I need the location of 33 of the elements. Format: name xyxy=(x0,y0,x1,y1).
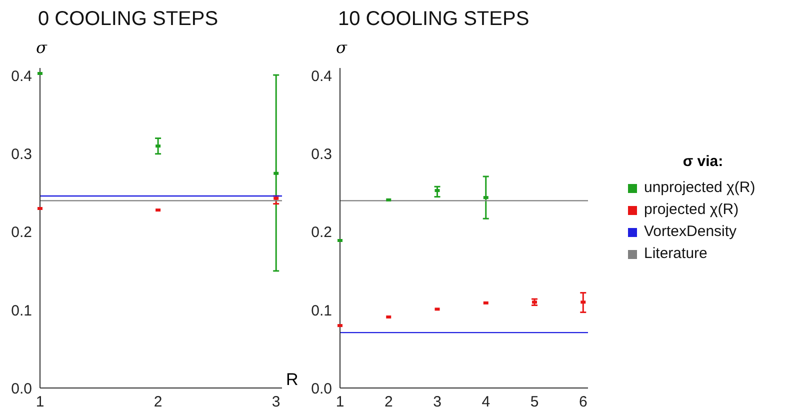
y-tick-label: 0.0 xyxy=(311,380,332,398)
y-axis-title: σ xyxy=(36,38,47,57)
y-tick-label: 0.4 xyxy=(311,68,332,86)
legend-title: σ via: xyxy=(682,152,724,172)
y-tick-label: 0.0 xyxy=(11,380,32,398)
x-tick-label: 3 xyxy=(272,394,280,411)
y-tick-label: 0.3 xyxy=(11,146,32,164)
point xyxy=(338,324,342,328)
legend-label: unprojected χ(R) xyxy=(643,178,756,198)
x-tick-label: 1 xyxy=(36,394,44,411)
x-tick-label: 6 xyxy=(578,394,588,411)
point xyxy=(38,206,42,210)
chart-title: 0 COOLING STEPS xyxy=(38,8,218,31)
x-tick-label: 4 xyxy=(482,394,490,411)
legend-label: Literature xyxy=(643,244,708,264)
x-tick-label: 1 xyxy=(336,394,344,411)
y-tick-label: 0.1 xyxy=(11,302,32,320)
y-tick-label: 0.2 xyxy=(311,224,332,242)
x-axis-title: R xyxy=(286,370,298,390)
y-tick-label: 0.2 xyxy=(11,224,32,242)
point xyxy=(38,72,42,75)
y-axis-title: σ xyxy=(336,38,347,57)
x-tick-label: 3 xyxy=(433,394,442,411)
y-tick-label: 0.3 xyxy=(311,146,332,164)
y-tick-label: 0.4 xyxy=(11,68,32,86)
x-tick-label: 2 xyxy=(384,394,393,411)
x-tick-label: 2 xyxy=(154,394,162,411)
x-tick-label: 5 xyxy=(530,394,539,411)
y-tick-label: 0.1 xyxy=(311,302,332,320)
chart-title: 10 COOLING STEPS xyxy=(338,8,530,31)
point xyxy=(338,238,342,242)
legend-label: projected χ(R) xyxy=(643,200,740,220)
legend-label: VortexDensity xyxy=(643,222,738,242)
